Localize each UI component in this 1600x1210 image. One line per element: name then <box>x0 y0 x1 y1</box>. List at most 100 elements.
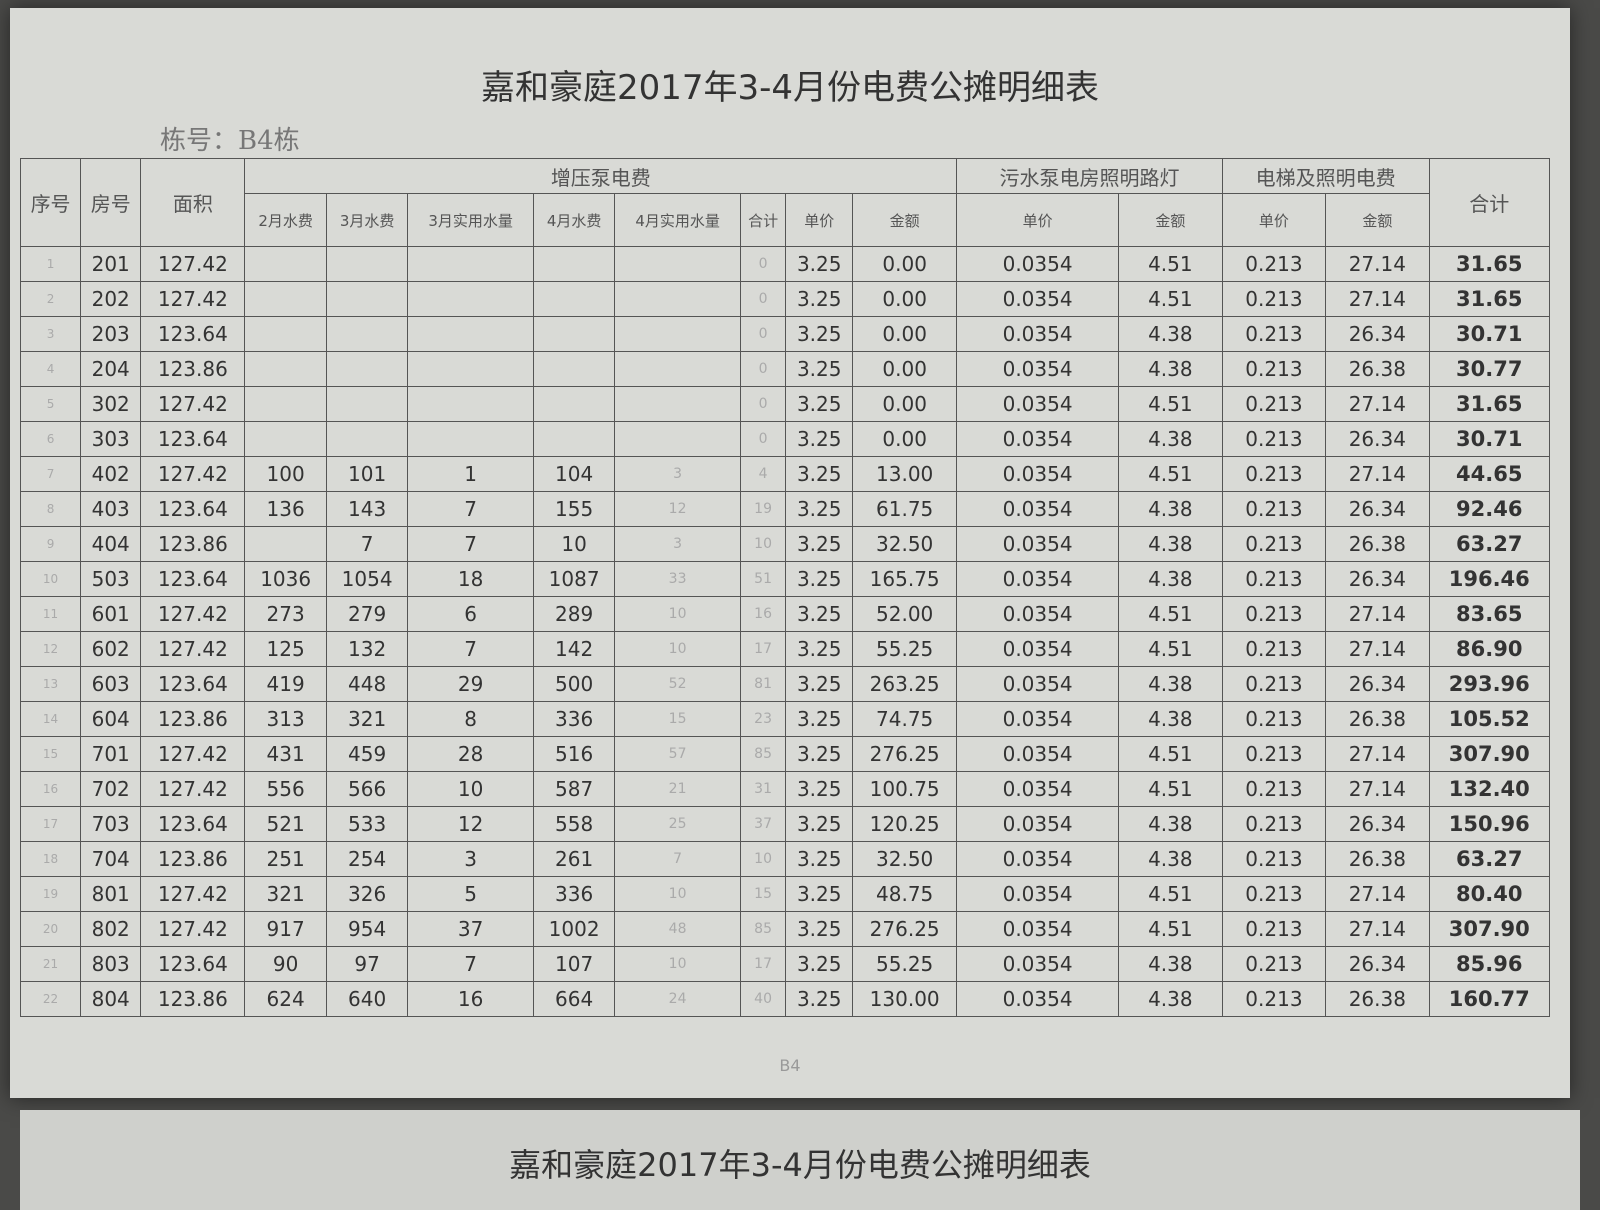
cell: 10 <box>614 631 741 667</box>
cell <box>244 316 327 352</box>
cell: 10 <box>614 946 741 982</box>
cell: 0 <box>739 281 787 317</box>
cell: 52 <box>614 666 741 702</box>
cell: 3.25 <box>785 351 854 387</box>
cell: 27.14 <box>1325 736 1430 772</box>
cell: 127.42 <box>140 876 246 912</box>
cell: 18 <box>407 561 534 597</box>
cell: 90 <box>244 946 327 982</box>
cell: 0.213 <box>1221 736 1327 772</box>
cell: 27.14 <box>1325 281 1430 317</box>
cell: 3.25 <box>785 911 854 947</box>
cell: 142 <box>532 631 616 667</box>
cell: 0.213 <box>1221 631 1327 667</box>
column-header: 3月水费 <box>325 193 409 247</box>
cell: 4.51 <box>1117 911 1223 947</box>
cell: 10 <box>739 526 787 562</box>
cell: 123.64 <box>140 561 246 597</box>
cell: 15 <box>739 876 787 912</box>
cell: 26.38 <box>1325 841 1430 877</box>
cell: 107 <box>532 946 616 982</box>
cell: 503 <box>80 561 142 597</box>
cell: 0.213 <box>1221 596 1327 632</box>
data-row: 16 702 127.42 556 566 10 587 21 31 3.25 100.75 0.03… <box>19 771 1551 807</box>
data-row: 9 404 123.86 7 7 10 3 10 3.25 32.50 0.0354 4.38 0.21… <box>19 526 1551 562</box>
cell: 26.34 <box>1325 491 1430 527</box>
cell: 132.40 <box>1428 771 1551 807</box>
cell: 74.75 <box>852 701 958 737</box>
cell: 4.38 <box>1117 946 1223 982</box>
cell: 0.0354 <box>956 771 1119 807</box>
cell <box>614 246 741 282</box>
cell: 125 <box>244 631 327 667</box>
cell <box>532 316 616 352</box>
cell <box>532 351 616 387</box>
cell: 27.14 <box>1325 456 1430 492</box>
cell: 0 <box>739 246 787 282</box>
cell: 403 <box>80 491 142 527</box>
cell: 12 <box>614 491 741 527</box>
cell: 802 <box>80 911 142 947</box>
cell: 26.34 <box>1325 806 1430 842</box>
cell: 26.38 <box>1325 526 1430 562</box>
cell: 431 <box>244 736 327 772</box>
cell: 3.25 <box>785 841 854 877</box>
cell: 0.0354 <box>956 561 1119 597</box>
cell: 556 <box>244 771 327 807</box>
cell: 7 <box>325 526 409 562</box>
cell: 701 <box>80 736 142 772</box>
cell <box>325 316 409 352</box>
cell: 123.64 <box>140 491 246 527</box>
cell: 0.0354 <box>956 421 1119 457</box>
data-row: 4 204 123.86 0 3.25 0.00 0.0354 4.38 0.213 26.38 3… <box>19 351 1551 387</box>
cell: 0 <box>739 421 787 457</box>
cell: 0.0354 <box>956 701 1119 737</box>
cell: 254 <box>325 841 409 877</box>
cell: 10 <box>614 596 741 632</box>
cell: 0.0354 <box>956 351 1119 387</box>
cell: 55.25 <box>852 946 958 982</box>
cell: 26.34 <box>1325 946 1430 982</box>
cell: 16 <box>407 981 534 1017</box>
cell: 0.213 <box>1221 386 1327 422</box>
cell: 123.86 <box>140 841 246 877</box>
cell: 1002 <box>532 911 616 947</box>
cell: 30.71 <box>1428 316 1551 352</box>
cell: 0.213 <box>1221 911 1327 947</box>
cell: 3.25 <box>785 771 854 807</box>
cell: 448 <box>325 666 409 702</box>
cell: 123.86 <box>140 526 246 562</box>
cell: 3.25 <box>785 246 854 282</box>
cell: 55.25 <box>852 631 958 667</box>
cell: 127.42 <box>140 771 246 807</box>
cell: 0.0354 <box>956 386 1119 422</box>
cell: 0.0354 <box>956 806 1119 842</box>
data-row: 15 701 127.42 431 459 28 516 57 85 3.25 276.25 0.03… <box>19 736 1551 772</box>
cell: 127.42 <box>140 596 246 632</box>
cell: 31.65 <box>1428 281 1551 317</box>
paper: 嘉和豪庭2017年3-4月份电费公摊明细表 栋号：B4栋 序号 房号 面积 增压泵电费… <box>10 8 1570 1098</box>
cell: 0.213 <box>1221 876 1327 912</box>
cell: 640 <box>325 981 409 1017</box>
cell: 85 <box>739 911 787 947</box>
cell: 26.38 <box>1325 351 1430 387</box>
cell: 0.213 <box>1221 806 1327 842</box>
cell: 27.14 <box>1325 911 1430 947</box>
cell: 558 <box>532 806 616 842</box>
cell: 105.52 <box>1428 701 1551 737</box>
cell: 63.27 <box>1428 526 1551 562</box>
cell: 31.65 <box>1428 386 1551 422</box>
group-header: 房号 <box>80 158 142 247</box>
cell: 0.213 <box>1221 456 1327 492</box>
cell: 48 <box>614 911 741 947</box>
data-row: 7 402 127.42 100 101 1 104 3 4 3.25 13.00 0.0354 4.5… <box>19 456 1551 492</box>
cell: 100 <box>244 456 327 492</box>
cell: 0.0354 <box>956 736 1119 772</box>
cell: 404 <box>80 526 142 562</box>
cell: 203 <box>80 316 142 352</box>
cell: 7 <box>19 456 82 492</box>
cell: 123.86 <box>140 981 246 1017</box>
group-header: 增压泵电费 <box>244 158 958 194</box>
cell: 4.51 <box>1117 596 1223 632</box>
cell <box>244 281 327 317</box>
